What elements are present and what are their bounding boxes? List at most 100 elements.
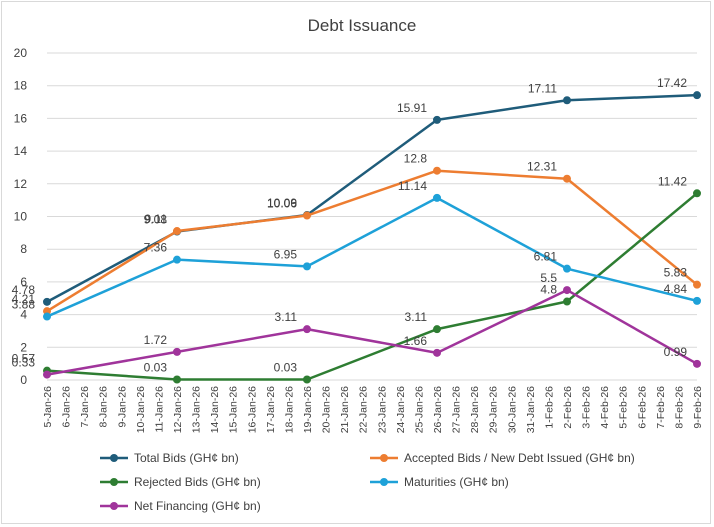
series-line <box>46 93 698 303</box>
data-label: 6.95 <box>274 247 298 261</box>
data-label: 3.11 <box>405 310 428 324</box>
x-axis-ticks: 5-Jan-26 6-Jan-26 7-Jan-26 8-Jan-26 9-Jan-26… <box>42 386 704 433</box>
data-label: 5.83 <box>664 266 688 280</box>
x-tick-label: 12-Jan-26 <box>172 386 184 433</box>
series-line <box>46 192 698 381</box>
y-tick-label: 10 <box>14 210 28 224</box>
x-tick-label: 9-Jan-26 <box>116 386 128 428</box>
x-tick-label: 9-Feb-26 <box>692 386 704 429</box>
x-tick-label: 22-Jan-26 <box>358 386 370 433</box>
y-tick-label: 20 <box>14 46 28 60</box>
x-tick-label: 21-Jan-26 <box>339 386 351 433</box>
x-tick-label: 8-Feb-26 <box>673 386 685 429</box>
x-tick-label: 3-Feb-26 <box>581 386 593 429</box>
legend-item: Net Financing (GH¢ bn) <box>100 499 261 513</box>
data-label: 11.42 <box>658 174 687 188</box>
y-tick-label: 12 <box>14 177 28 191</box>
data-label: 4.21 <box>12 292 36 306</box>
series-line <box>46 196 698 318</box>
y-tick-label: 4 <box>20 308 27 322</box>
data-point <box>433 325 441 334</box>
x-tick-label: 1-Feb-26 <box>543 386 555 429</box>
x-tick-label: 5-Feb-26 <box>618 386 630 429</box>
data-point <box>693 359 701 368</box>
x-tick-label: 10-Jan-26 <box>135 386 147 433</box>
data-point <box>563 286 571 295</box>
data-label: 12.8 <box>404 152 428 166</box>
x-tick-label: 28-Jan-26 <box>469 386 481 433</box>
data-label: 4.8 <box>540 283 557 297</box>
data-point <box>433 166 441 175</box>
x-tick-label: 7-Jan-26 <box>79 386 91 428</box>
series-group: 4.78 9.08 10.09 15.91 17.11 17.42 4.21 9.11 10.0… <box>12 76 701 384</box>
x-tick-label: 18-Jan-26 <box>283 386 295 433</box>
x-tick-label: 5-Jan-26 <box>42 386 54 428</box>
series-1: 4.21 9.11 10.06 12.8 12.31 5.83 <box>12 152 701 316</box>
data-point <box>563 96 571 105</box>
x-tick-label: 30-Jan-26 <box>506 386 518 433</box>
x-tick-label: 13-Jan-26 <box>191 386 203 433</box>
y-tick-label: 8 <box>20 242 27 256</box>
data-label: 12.31 <box>527 160 557 174</box>
legend-label: Accepted Bids / New Debt Issued (GH¢ bn) <box>404 451 635 465</box>
legend-item: Maturities (GH¢ bn) <box>370 475 509 489</box>
grid-lines <box>47 52 697 381</box>
data-point <box>693 189 701 198</box>
series-0: 4.78 9.08 10.09 15.91 17.11 17.42 <box>12 76 701 306</box>
data-point <box>43 297 51 306</box>
x-tick-label: 4-Feb-26 <box>599 386 611 429</box>
chart-title: Debt Issuance <box>308 16 417 35</box>
data-point <box>433 193 441 202</box>
legend-label: Maturities (GH¢ bn) <box>404 475 509 489</box>
legend-item: Total Bids (GH¢ bn) <box>100 451 239 465</box>
data-point <box>173 227 181 236</box>
data-point <box>303 211 311 220</box>
y-tick-label: 18 <box>14 79 28 93</box>
y-tick-label: 16 <box>14 111 28 125</box>
x-tick-label: 29-Jan-26 <box>488 386 500 433</box>
data-label: 1.66 <box>404 334 428 348</box>
legend-swatch-marker <box>110 502 118 510</box>
data-label: 10.09 <box>267 196 297 210</box>
x-tick-label: 6-Feb-26 <box>636 386 648 429</box>
data-point <box>303 262 311 271</box>
series-line <box>46 169 698 313</box>
x-tick-label: 20-Jan-26 <box>321 386 333 433</box>
x-tick-label: 2-Feb-26 <box>562 386 574 429</box>
x-tick-label: 27-Jan-26 <box>451 386 463 433</box>
x-tick-label: 14-Jan-26 <box>209 386 221 433</box>
x-tick-label: 17-Jan-26 <box>265 386 277 433</box>
data-point <box>563 264 571 273</box>
x-tick-label: 6-Jan-26 <box>61 386 73 428</box>
data-point <box>173 255 181 264</box>
legend-swatch-marker <box>380 454 388 462</box>
data-point <box>693 280 701 289</box>
x-tick-label: 25-Jan-26 <box>413 386 425 433</box>
data-label: 11.14 <box>398 179 427 193</box>
x-tick-label: 19-Jan-26 <box>302 386 314 433</box>
data-label: 3.88 <box>12 298 36 312</box>
x-tick-label: 16-Jan-26 <box>246 386 258 433</box>
data-label: 0.03 <box>144 361 168 375</box>
x-tick-label: 15-Jan-26 <box>228 386 240 433</box>
data-point <box>693 296 701 305</box>
data-label: 4.84 <box>664 282 688 296</box>
data-label: 5.5 <box>540 271 557 285</box>
legend-swatch-marker <box>110 454 118 462</box>
data-label: 9.11 <box>145 212 168 226</box>
data-label: 17.42 <box>657 76 687 90</box>
series-line <box>46 288 698 376</box>
data-point <box>563 297 571 306</box>
x-tick-label: 23-Jan-26 <box>376 386 388 433</box>
legend-item: Rejected Bids (GH¢ bn) <box>100 475 261 489</box>
x-tick-label: 7-Feb-26 <box>655 386 667 429</box>
data-label: 3.11 <box>275 310 298 324</box>
data-point <box>563 174 571 183</box>
data-point <box>433 348 441 357</box>
data-label: 0.99 <box>664 345 688 359</box>
x-tick-label: 11-Jan-26 <box>153 386 165 433</box>
legend-label: Total Bids (GH¢ bn) <box>134 451 239 465</box>
data-label: 6.81 <box>534 250 558 264</box>
